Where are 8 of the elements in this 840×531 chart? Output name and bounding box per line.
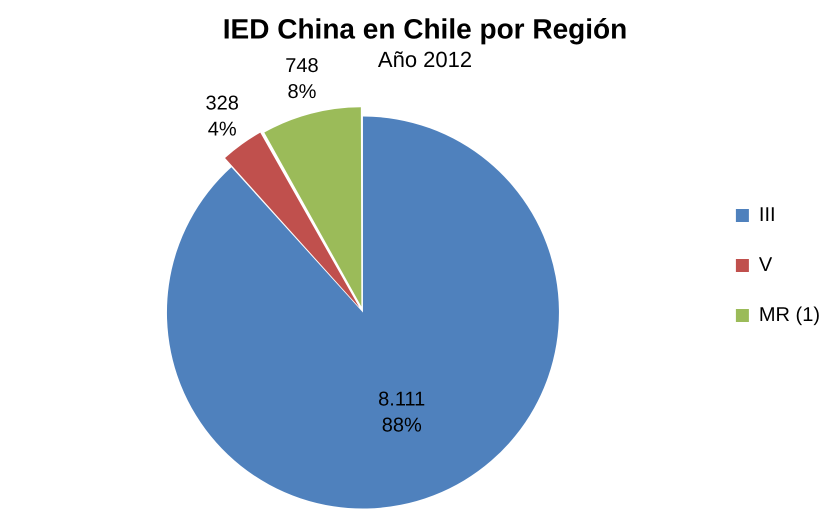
data-label: 328 4% <box>206 92 239 140</box>
legend-label: III <box>758 204 776 226</box>
data-label: 8.111 88% <box>378 388 426 437</box>
chart-title: IED China en Chile por Región <box>222 14 628 45</box>
legend-label: V <box>758 254 773 276</box>
data-label: 748 8% <box>285 54 319 103</box>
legend-label: MR (1) <box>758 304 820 326</box>
chart-subtitle: Año 2012 <box>378 46 472 72</box>
